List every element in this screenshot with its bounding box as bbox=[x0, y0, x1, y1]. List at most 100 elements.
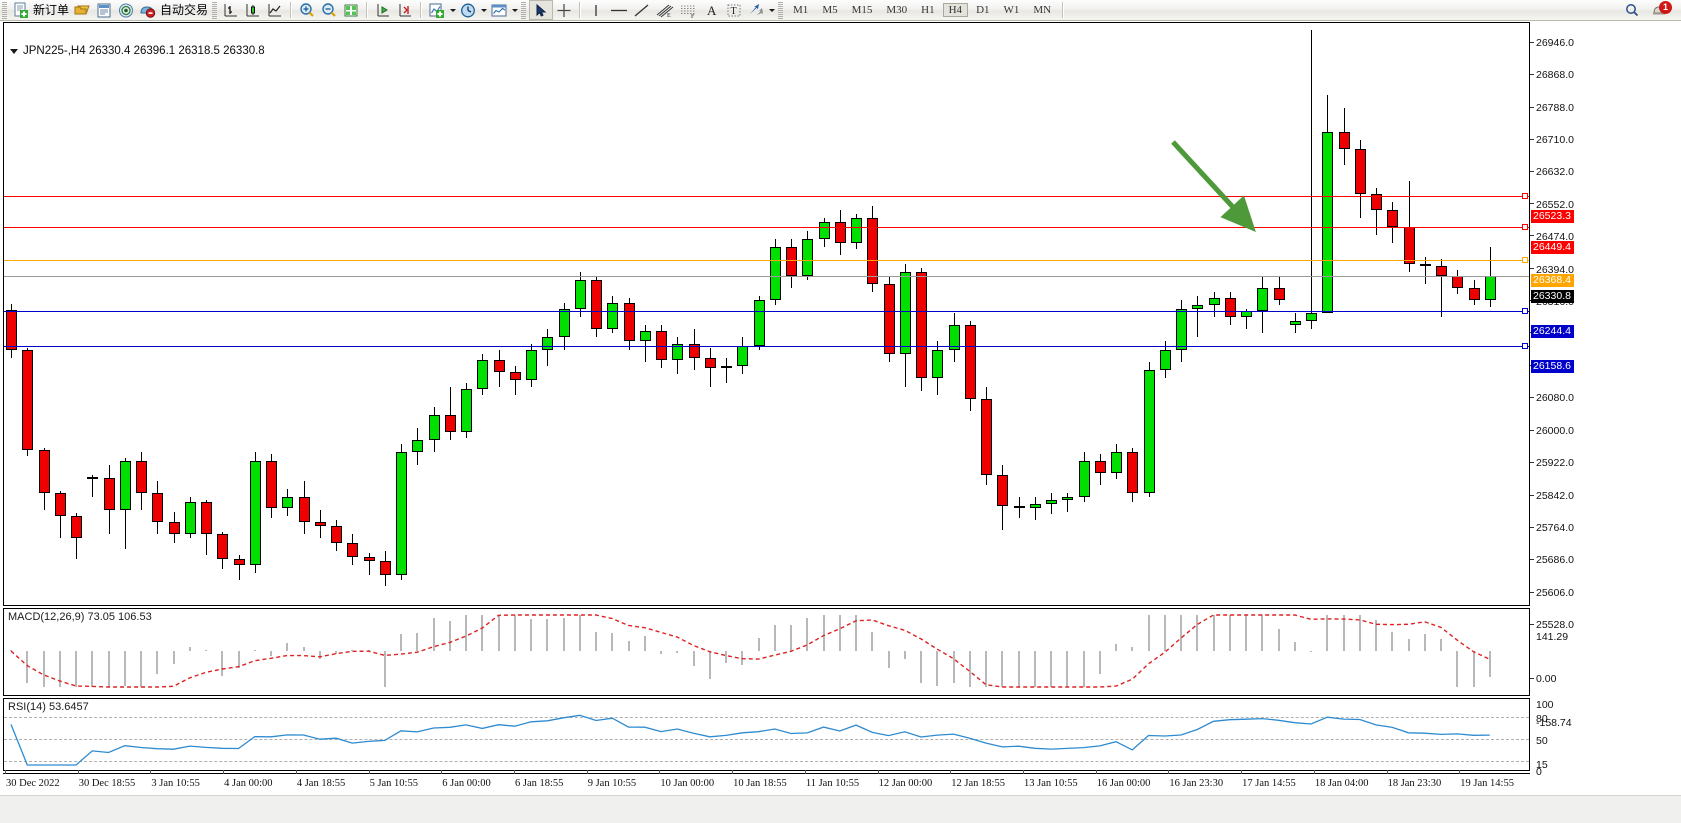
candlestick bbox=[867, 23, 879, 605]
macd-bar bbox=[1180, 615, 1182, 651]
line-chart-icon[interactable] bbox=[264, 1, 286, 20]
arrows-icon[interactable] bbox=[745, 1, 767, 20]
price-level-pivot[interactable] bbox=[4, 260, 1529, 262]
price-axis[interactable]: 26946.0 26868.0 26788.0 26710.0 26632.0 26552… bbox=[1530, 37, 1681, 822]
candle-body bbox=[769, 247, 781, 301]
chart-canvas-area[interactable]: JPN225-,H4 26330.4 26396.1 26318.5 26330… bbox=[0, 21, 1681, 823]
candlestick bbox=[1289, 23, 1301, 605]
toolbar-grip[interactable] bbox=[2, 1, 7, 19]
candlestick bbox=[1338, 23, 1350, 605]
price-level-handle[interactable] bbox=[1522, 223, 1528, 230]
equidistant-channel-icon[interactable]: E bbox=[653, 1, 677, 20]
price-badge-support[interactable]: 26158.6 bbox=[1531, 360, 1574, 374]
macd-bar bbox=[530, 618, 532, 651]
new-order-icon[interactable] bbox=[10, 1, 32, 20]
candle-body bbox=[152, 493, 164, 523]
candlestick bbox=[1403, 23, 1415, 605]
auto-trading-label[interactable]: 自动交易 bbox=[160, 2, 209, 17]
new-order-label[interactable]: 新订单 bbox=[33, 2, 70, 17]
period-dropdown-arrow[interactable] bbox=[479, 1, 488, 20]
bar-chart-icon[interactable] bbox=[220, 1, 242, 20]
timeframe-m1[interactable]: M1 bbox=[793, 4, 809, 16]
time-label: 10 Jan 18:55 bbox=[733, 778, 787, 789]
price-level-handle[interactable] bbox=[1522, 307, 1528, 314]
macd-bar bbox=[1407, 639, 1410, 651]
price-badge-resistance[interactable]: 26449.4 bbox=[1531, 240, 1574, 254]
price-level-resistance[interactable] bbox=[4, 196, 1529, 198]
timeframe-d1[interactable]: D1 bbox=[976, 4, 990, 16]
folder-icon[interactable] bbox=[71, 1, 93, 20]
terminal-icon[interactable] bbox=[93, 1, 115, 20]
toolbar-grip-3[interactable] bbox=[521, 1, 527, 19]
price-chart-pane[interactable] bbox=[3, 22, 1530, 606]
arrows-dropdown-arrow[interactable] bbox=[767, 1, 776, 20]
timeframe-m30[interactable]: M30 bbox=[886, 4, 908, 16]
price-tick: 25842.0 bbox=[1530, 490, 1574, 502]
tile-windows-icon[interactable] bbox=[340, 1, 362, 20]
candlestick bbox=[6, 23, 17, 605]
price-level-handle[interactable] bbox=[1522, 343, 1528, 350]
zoom-out-icon[interactable] bbox=[318, 1, 340, 20]
price-tick: 26946.0 bbox=[1530, 37, 1574, 49]
candlestick bbox=[1159, 23, 1171, 605]
timeframe-h1[interactable]: H1 bbox=[921, 4, 935, 16]
price-badge-resistance[interactable]: 26523.3 bbox=[1531, 210, 1574, 224]
alerts-icon[interactable]: 1 bbox=[1649, 0, 1672, 20]
candlestick bbox=[1354, 23, 1366, 605]
period-icon[interactable] bbox=[457, 1, 479, 20]
vline-icon[interactable] bbox=[585, 1, 607, 20]
templates-icon[interactable] bbox=[488, 1, 510, 20]
macd-indicator-pane[interactable]: MACD(12,26,9) 73.05 106.53 bbox=[3, 608, 1530, 696]
auto-scroll-icon[interactable] bbox=[394, 1, 416, 20]
timeframe-m15[interactable]: M15 bbox=[851, 4, 873, 16]
time-tick bbox=[77, 770, 79, 774]
rsi-indicator-pane[interactable]: RSI(14) 53.6457 bbox=[3, 698, 1530, 771]
cursor-icon[interactable] bbox=[529, 0, 554, 20]
price-level-support[interactable] bbox=[4, 310, 1529, 312]
alerts-badge: 1 bbox=[1659, 0, 1672, 14]
price-level-current-price[interactable] bbox=[4, 275, 1529, 277]
price-level-resistance[interactable] bbox=[4, 226, 1529, 228]
indicators-icon[interactable] bbox=[426, 1, 448, 20]
price-level-support[interactable] bbox=[4, 346, 1529, 348]
toolbar-separator bbox=[290, 2, 293, 18]
text-icon[interactable]: A bbox=[701, 1, 723, 20]
price-level-handle[interactable] bbox=[1522, 257, 1528, 264]
time-tick bbox=[877, 770, 879, 774]
candle-body bbox=[591, 279, 602, 330]
time-label: 16 Jan 00:00 bbox=[1096, 778, 1151, 789]
timeframe-m5[interactable]: M5 bbox=[822, 4, 838, 16]
chart-shift-icon[interactable] bbox=[372, 1, 394, 20]
macd-bar bbox=[1228, 615, 1231, 651]
toolbar-grip-2[interactable] bbox=[212, 1, 218, 19]
timeframe-mn[interactable]: MN bbox=[1033, 4, 1052, 16]
time-axis: 30 Dec 2022 30 Dec 18:55 3 Jan 10:55 4 Jan … bbox=[3, 770, 1530, 793]
search-icon[interactable] bbox=[1621, 1, 1643, 20]
candlestick-chart-icon[interactable] bbox=[242, 1, 264, 20]
timeframe-h4[interactable]: H4 bbox=[942, 3, 969, 17]
time-label: 11 Jan 10:55 bbox=[805, 778, 860, 789]
timeframe-w1[interactable]: W1 bbox=[1003, 4, 1020, 16]
hline-icon[interactable] bbox=[607, 1, 631, 20]
chart-menu-caret-icon[interactable] bbox=[10, 48, 18, 54]
crosshair-icon[interactable] bbox=[553, 1, 575, 20]
zoom-in-icon[interactable] bbox=[296, 1, 318, 20]
auto-trading-icon[interactable] bbox=[137, 1, 159, 20]
price-badge-support[interactable]: 26244.4 bbox=[1531, 324, 1574, 338]
price-badge-pivot[interactable]: 26368.4 bbox=[1531, 274, 1574, 288]
templates-dropdown-arrow[interactable] bbox=[510, 1, 519, 20]
candle-body bbox=[1029, 503, 1041, 508]
candle-body bbox=[38, 450, 50, 494]
signals-icon[interactable] bbox=[115, 1, 137, 20]
price-level-handle[interactable] bbox=[1522, 193, 1528, 200]
symbol-header[interactable]: JPN225-,H4 26330.4 26396.1 26318.5 26330… bbox=[10, 45, 265, 57]
fibonacci-icon[interactable]: F bbox=[677, 1, 701, 20]
text-label-icon[interactable]: T bbox=[723, 1, 745, 20]
indicators-dropdown-arrow[interactable] bbox=[448, 1, 457, 20]
trendline-icon[interactable] bbox=[631, 1, 653, 20]
candle-body bbox=[1436, 265, 1447, 276]
candle-body bbox=[396, 452, 407, 576]
candlestick bbox=[1013, 23, 1025, 605]
price-badge-current[interactable]: 26330.8 bbox=[1531, 289, 1574, 303]
toolbar-grip-4[interactable] bbox=[778, 1, 784, 19]
